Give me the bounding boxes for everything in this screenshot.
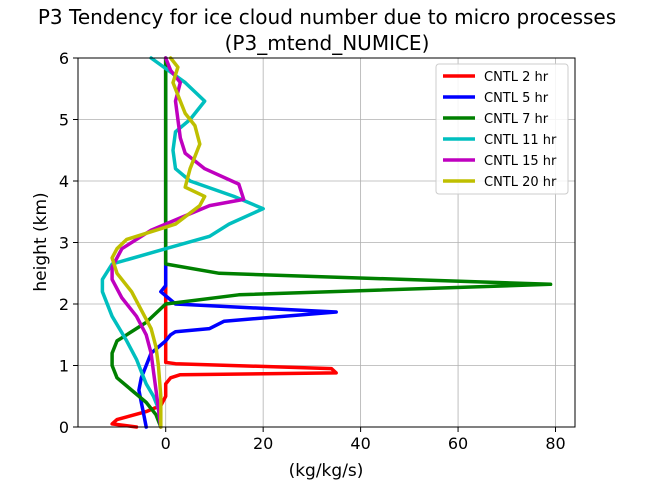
legend-label-cntl-20-hr: CNTL 20 hr	[484, 175, 557, 190]
series-line-cntl-7-hr	[110, 56, 553, 429]
axis-ticks: 0 20 40 60 80 0 1 2 3 4 5 6	[59, 49, 566, 453]
legend-label-cntl-5-hr: CNTL 5 hr	[484, 91, 549, 106]
legend-label-cntl-11-hr: CNTL 11 hr	[484, 133, 557, 148]
y-tick-label: 1	[59, 357, 69, 376]
y-tick-label: 0	[59, 418, 69, 437]
chart-subtitle: (P3_mtend_NUMICE)	[225, 31, 430, 55]
x-tick-label: 40	[350, 434, 370, 453]
y-axis-label: height (km)	[31, 192, 51, 291]
y-tick-label: 4	[59, 172, 69, 191]
series-line-cntl-15-hr	[110, 56, 246, 429]
series-line-cntl-20-hr	[110, 56, 207, 429]
x-axis-label: (kg/kg/s)	[289, 461, 364, 481]
legend-label-cntl-7-hr: CNTL 7 hr	[484, 112, 549, 127]
x-tick-label: 60	[448, 434, 468, 453]
y-tick-label: 6	[59, 49, 69, 68]
y-tick-label: 2	[59, 295, 69, 314]
x-tick-label: 0	[161, 434, 171, 453]
y-tick-label: 3	[59, 234, 69, 253]
series-line-cntl-5-hr	[137, 56, 338, 429]
y-tick-label: 5	[59, 111, 69, 130]
legend: CNTL 2 hr CNTL 5 hr CNTL 7 hr CNTL 11 hr CNT…	[435, 63, 569, 195]
legend-label-cntl-2-hr: CNTL 2 hr	[484, 70, 549, 85]
x-tick-label: 80	[545, 434, 565, 453]
legend-label-cntl-15-hr: CNTL 15 hr	[484, 154, 557, 169]
x-tick-label: 20	[253, 434, 273, 453]
plot-lines	[100, 56, 553, 429]
chart-title: P3 Tendency for ice cloud number due to …	[38, 5, 616, 29]
